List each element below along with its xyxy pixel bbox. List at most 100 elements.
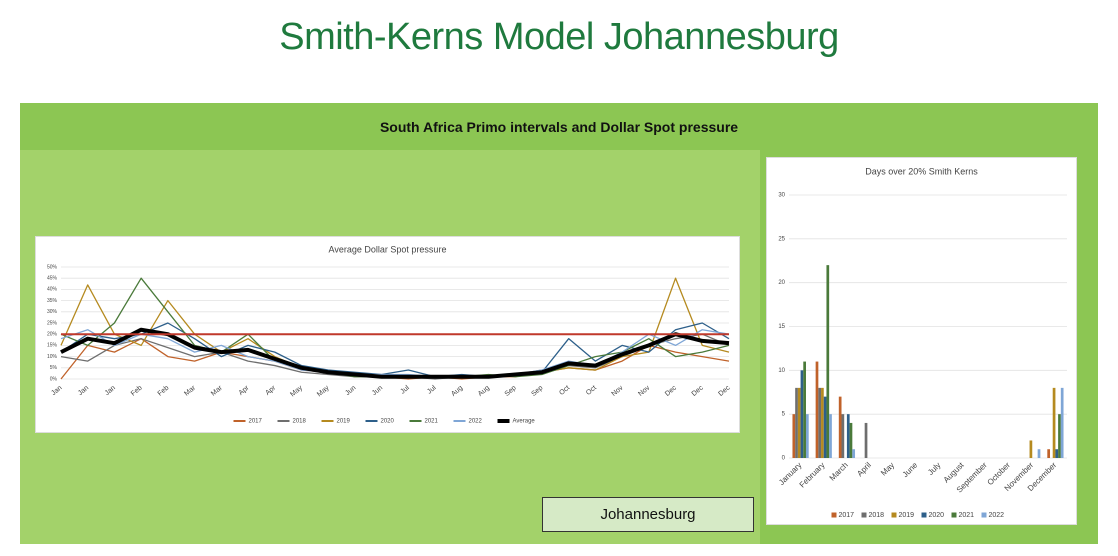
y-tick-label: 25% <box>47 320 58 326</box>
legend-swatch <box>891 512 897 518</box>
y-tick-label: 25 <box>778 236 785 242</box>
series-line <box>60 327 730 379</box>
legend-label: 2018 <box>293 419 307 425</box>
x-tick-label: Aug <box>477 385 491 398</box>
bar <box>815 361 819 458</box>
x-tick-label: Nov <box>637 384 651 398</box>
bar <box>838 396 842 458</box>
x-tick-label: Sep <box>530 385 544 398</box>
x-tick-label: Mar <box>183 384 197 398</box>
x-tick-label: May <box>289 384 304 398</box>
x-tick-label: June <box>901 460 920 479</box>
x-tick-label: Jul <box>426 384 438 395</box>
bar <box>1047 449 1051 458</box>
bar <box>823 396 827 458</box>
page-title: Smith-Kerns Model Johannesburg <box>279 16 839 58</box>
x-tick-label: Apr <box>238 384 251 397</box>
x-tick-label: Jun <box>371 385 384 398</box>
x-tick-label: May <box>879 461 896 478</box>
line-chart: Average Dollar Spot pressure 0% 5% 10% 15% 20… <box>47 244 732 425</box>
legend-swatch <box>951 512 957 518</box>
legend-label: 2021 <box>959 512 975 519</box>
y-tick-label: 15% <box>47 343 58 349</box>
line-chart-box: Average Dollar Spot pressure 0% 5% 10% 15% 20… <box>35 236 740 433</box>
bar <box>846 414 850 458</box>
bar-chart: Days over 20% Smith Kerns051015202530Jan… <box>777 166 1067 519</box>
legend-swatch <box>981 512 987 518</box>
x-tick-label: Nov <box>611 384 625 398</box>
series-line <box>60 322 730 378</box>
bar <box>849 422 853 458</box>
x-tick-label: July <box>926 461 942 477</box>
legend-label: 2020 <box>381 419 395 425</box>
x-tick-label: Aug <box>450 385 464 398</box>
series-line <box>60 277 730 378</box>
y-tick-label: 50% <box>47 264 58 270</box>
bar <box>852 449 856 458</box>
x-tick-label: Dec <box>664 384 678 398</box>
panel-title: South Africa Primo intervals and Dollar … <box>379 119 739 135</box>
bar <box>792 414 796 458</box>
bar <box>821 387 824 458</box>
bar <box>841 414 845 458</box>
y-tick-label: 5% <box>50 365 58 371</box>
bar <box>864 422 868 458</box>
bar <box>1029 440 1033 458</box>
legend-swatch <box>921 512 927 518</box>
bar <box>803 361 806 458</box>
x-tick-label: Jan <box>104 385 117 398</box>
bar <box>1055 449 1059 458</box>
y-tick-label: 0% <box>50 376 58 382</box>
x-tick-label: Dec <box>691 384 705 398</box>
legend-label: 2017 <box>249 419 263 425</box>
y-tick-label: 45% <box>47 276 58 282</box>
y-tick-label: 10% <box>47 354 58 360</box>
y-tick-label: 20 <box>778 280 785 286</box>
x-tick-label: Oct <box>585 385 598 397</box>
legend-label: 2017 <box>839 512 855 519</box>
bar <box>797 387 801 458</box>
x-tick-label: April <box>855 460 873 478</box>
legend-swatch <box>861 512 867 518</box>
legend-label: 2021 <box>425 419 439 425</box>
legend-label: 2019 <box>337 419 351 425</box>
x-tick-label: Jul <box>399 384 411 395</box>
chart-title: Days over 20% Smith Kerns <box>865 166 978 176</box>
legend-swatch <box>831 512 837 518</box>
x-tick-label: Oct <box>558 385 571 397</box>
bar <box>1060 387 1064 458</box>
x-tick-label: Jan <box>50 385 63 398</box>
bar <box>826 265 830 458</box>
bar <box>818 387 822 458</box>
x-tick-label: Apr <box>264 384 277 397</box>
x-tick-label: Jun <box>344 385 357 398</box>
legend-label: Average <box>513 419 536 425</box>
y-tick-label: 5 <box>782 412 786 418</box>
y-tick-label: 30% <box>47 309 58 315</box>
y-tick-label: 20% <box>47 332 58 338</box>
x-tick-label: Mar <box>210 384 224 398</box>
x-tick-label: Dec <box>717 384 731 398</box>
y-tick-label: 0 <box>782 456 786 462</box>
x-tick-label: February <box>798 461 827 490</box>
y-tick-label: 35% <box>47 298 58 304</box>
x-tick-label: May <box>316 384 331 398</box>
legend-label: 2018 <box>869 512 885 519</box>
bar <box>1052 387 1056 458</box>
bar <box>1058 414 1061 458</box>
location-button[interactable]: Johannesburg <box>542 497 754 532</box>
y-tick-label: 15 <box>778 324 785 330</box>
y-tick-label: 40% <box>47 287 58 293</box>
legend-label: 2022 <box>469 419 483 425</box>
x-tick-label: Feb <box>157 385 171 398</box>
bar-chart-box: Days over 20% Smith Kerns 0 5 10 15 20 25 30 Jan… <box>766 157 1077 525</box>
x-tick-label: March <box>828 461 850 483</box>
bar <box>1037 449 1041 458</box>
legend-label: 2019 <box>899 512 915 519</box>
bar <box>805 414 809 458</box>
series-line <box>60 277 730 378</box>
y-tick-label: 30 <box>778 193 785 199</box>
chart-title: Average Dollar Spot pressure <box>329 244 447 254</box>
bar <box>795 387 798 458</box>
